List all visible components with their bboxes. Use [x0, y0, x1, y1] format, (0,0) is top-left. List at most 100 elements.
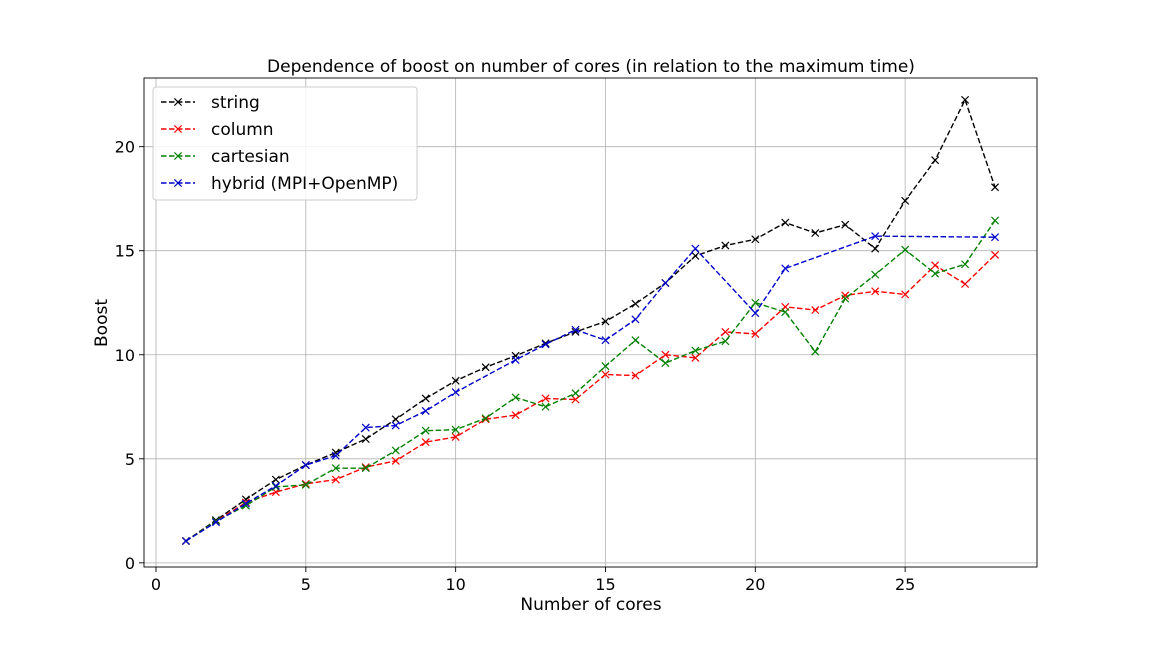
legend-marker: [173, 178, 183, 188]
plot-frame: [143, 77, 1038, 568]
legend-item: hybrid (MPI+OpenMP): [161, 174, 398, 194]
legend-marker: [173, 124, 183, 134]
data-point: [751, 298, 760, 307]
data-point: [511, 355, 520, 364]
data-point: [781, 308, 790, 317]
data-point: [481, 363, 490, 372]
data-point: [301, 479, 310, 488]
data-point: [421, 438, 430, 447]
data-point: [511, 411, 520, 420]
data-point: [871, 287, 880, 296]
series-layer: [181, 95, 1000, 546]
data-point: [301, 461, 310, 470]
data-point: [451, 425, 460, 434]
x-tick-label: 10: [445, 575, 465, 594]
data-point: [571, 395, 580, 404]
data-point: [211, 518, 220, 527]
grid: [144, 78, 1037, 567]
data-point: [751, 309, 760, 318]
data-point: [931, 156, 940, 165]
data-point: [451, 432, 460, 441]
legend-item: string: [161, 93, 260, 113]
data-point: [421, 394, 430, 403]
data-point: [901, 196, 910, 205]
data-point: [361, 464, 370, 473]
data-point: [961, 95, 970, 104]
x-tick-label: 15: [595, 575, 615, 594]
data-point: [751, 329, 760, 338]
x-tick-label: 0: [151, 575, 161, 594]
data-point: [331, 448, 340, 457]
series-line: [185, 254, 996, 542]
series-2: [181, 216, 1000, 546]
data-point: [571, 325, 580, 334]
data-point: [841, 291, 850, 300]
data-point: [331, 451, 340, 460]
data-point: [601, 317, 610, 326]
data-point: [961, 279, 970, 289]
data-point: [991, 250, 1000, 259]
chart-title: Dependence of boost on number of cores (…: [267, 57, 915, 77]
data-point: [691, 346, 700, 355]
data-point: [841, 294, 850, 303]
data-point: [601, 336, 610, 345]
data-point: [421, 406, 430, 415]
data-point: [811, 305, 820, 315]
data-point: [481, 415, 490, 424]
series-line: [185, 220, 996, 542]
data-point: [361, 423, 370, 432]
legend-label: column: [211, 120, 274, 140]
data-point: [751, 235, 760, 244]
x-tick-label: 20: [745, 575, 765, 594]
data-point: [601, 362, 610, 371]
y-tick-label: 10: [115, 346, 135, 365]
data-point: [601, 370, 610, 379]
data-point: [391, 446, 400, 455]
data-point: [541, 394, 550, 403]
data-point: [391, 421, 400, 430]
data-point: [871, 244, 880, 253]
data-point: [871, 232, 880, 241]
data-point: [781, 218, 790, 227]
data-point: [631, 336, 640, 345]
data-point: [301, 480, 310, 489]
data-point: [661, 350, 670, 359]
legend-label: hybrid (MPI+OpenMP): [211, 174, 398, 194]
series-line: [185, 98, 996, 542]
data-point: [811, 228, 820, 238]
data-point: [811, 347, 820, 356]
data-point: [661, 359, 670, 368]
ticks: 0 5 10 15 20 25 0 5 10 15 20: [115, 138, 916, 594]
data-point: [901, 290, 910, 299]
data-point: [481, 414, 490, 423]
legend-marker: [173, 97, 183, 107]
data-point: [631, 299, 640, 308]
x-tick-label: 5: [301, 575, 311, 594]
legend-label: cartesian: [211, 147, 290, 167]
data-point: [571, 327, 580, 336]
data-point: [691, 353, 700, 362]
data-point: [691, 244, 700, 253]
data-point: [241, 501, 250, 510]
legend-item: cartesian: [161, 147, 290, 167]
data-point: [331, 464, 340, 473]
data-point: [391, 415, 400, 424]
data-point: [541, 340, 550, 349]
data-point: [571, 389, 580, 398]
data-point: [451, 388, 460, 397]
data-point: [271, 481, 280, 490]
data-point: [421, 426, 430, 435]
data-point: [721, 337, 730, 346]
legend-box: [152, 86, 418, 201]
legend-item: column: [161, 120, 274, 140]
x-axis-label: Number of cores: [520, 595, 661, 615]
y-tick-label: 0: [125, 554, 135, 573]
data-point: [991, 183, 1000, 192]
data-point: [721, 327, 730, 336]
data-point: [631, 315, 640, 324]
data-point: [391, 456, 400, 465]
data-point: [631, 371, 640, 380]
data-point: [331, 475, 340, 484]
data-point: [361, 435, 370, 444]
